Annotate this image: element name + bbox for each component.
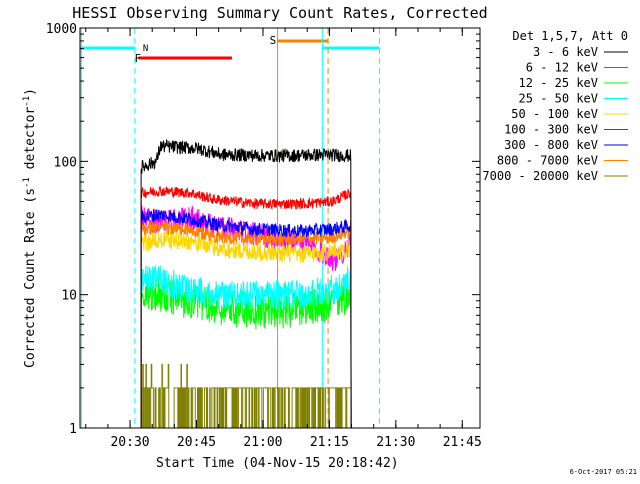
legend-label: 300 - 800 keV xyxy=(504,138,598,152)
x-tick-label: 20:30 xyxy=(110,435,149,450)
y-label-part1: Corrected Count Rate (s xyxy=(23,188,38,368)
plot-frame xyxy=(79,27,481,429)
x-axis-label: Start Time (04-Nov-15 20:18:42) xyxy=(156,456,399,471)
y-tick-label: 10 xyxy=(61,289,77,304)
y-label-part3: ) xyxy=(23,88,38,96)
flag-label-s: S xyxy=(270,34,277,47)
series-line-6-12-kev xyxy=(140,205,352,429)
y-tick-label: 1 xyxy=(69,422,77,437)
y-label-part2: detector xyxy=(23,107,38,178)
series-line-300-800-kev xyxy=(140,209,352,429)
series-line-100-300-kev xyxy=(140,186,352,429)
axes-group: 1 10 100 1000 20:30 20:45 21:00 21:15 21:30 21:45 xyxy=(46,22,482,450)
series-line-50-100-kev xyxy=(140,230,352,429)
x-tick-label: 21:30 xyxy=(376,435,415,450)
flag-label-n: N xyxy=(143,44,148,54)
legend-label: 800 - 7000 keV xyxy=(497,154,598,168)
x-tick-label: 20:45 xyxy=(177,435,216,450)
legend-label: 6 - 12 keV xyxy=(526,61,598,75)
series-line-25-50-kev xyxy=(140,265,352,429)
series-line-800-7000-kev xyxy=(140,220,352,429)
chart-title: HESSI Observing Summary Count Rates, Cor… xyxy=(72,4,487,22)
x-tick-label: 21:00 xyxy=(243,435,282,450)
series-line-3-6-kev xyxy=(140,138,352,429)
y-tick-label: 100 xyxy=(54,155,77,170)
x-tick-label: 21:15 xyxy=(310,435,349,450)
legend-label: 3 - 6 keV xyxy=(533,45,598,59)
legend-label: 100 - 300 keV xyxy=(504,123,598,137)
legend-label: 7000 - 20000 keV xyxy=(482,169,598,183)
legend-label: 12 - 25 keV xyxy=(519,76,598,90)
legend-label: 25 - 50 keV xyxy=(519,92,598,106)
series-line-12-25-kev xyxy=(140,273,352,429)
legend-label: 50 - 100 keV xyxy=(511,107,598,121)
y-label-sup2: -1 xyxy=(22,96,32,107)
y-label-sup1: -1 xyxy=(22,177,32,188)
footer-date: 6-Oct-2017 05:21 xyxy=(570,468,637,476)
flag-label-f: F xyxy=(134,52,141,65)
legend-header: Det 1,5,7, Att 0 xyxy=(512,29,628,43)
x-tick-label: 21:45 xyxy=(443,435,482,450)
y-tick-label: 1000 xyxy=(46,22,77,37)
y-axis-label: Corrected Count Rate (s-1 detector-1) xyxy=(22,88,38,368)
